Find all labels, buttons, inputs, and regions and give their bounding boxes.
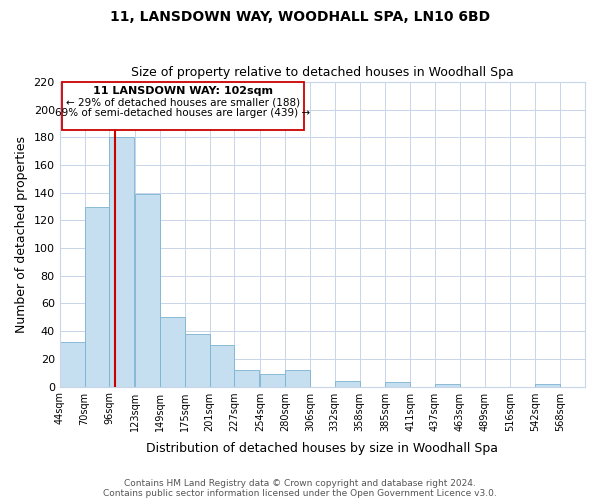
Bar	[260, 374, 285, 386]
Bar	[185, 334, 209, 386]
Bar	[385, 382, 410, 386]
Bar	[285, 370, 310, 386]
FancyBboxPatch shape	[62, 82, 304, 130]
Bar	[335, 381, 359, 386]
Bar	[160, 318, 185, 386]
Bar	[85, 206, 109, 386]
Bar	[135, 194, 160, 386]
Text: 69% of semi-detached houses are larger (439) →: 69% of semi-detached houses are larger (…	[55, 108, 310, 118]
Text: Contains HM Land Registry data © Crown copyright and database right 2024.: Contains HM Land Registry data © Crown c…	[124, 478, 476, 488]
Bar	[435, 384, 460, 386]
Bar	[235, 370, 259, 386]
Text: Contains public sector information licensed under the Open Government Licence v3: Contains public sector information licen…	[103, 488, 497, 498]
Text: ← 29% of detached houses are smaller (188): ← 29% of detached houses are smaller (18…	[66, 98, 300, 108]
X-axis label: Distribution of detached houses by size in Woodhall Spa: Distribution of detached houses by size …	[146, 442, 499, 455]
Bar	[535, 384, 560, 386]
Y-axis label: Number of detached properties: Number of detached properties	[15, 136, 28, 333]
Title: Size of property relative to detached houses in Woodhall Spa: Size of property relative to detached ho…	[131, 66, 514, 80]
Bar	[109, 138, 134, 386]
Text: 11, LANSDOWN WAY, WOODHALL SPA, LN10 6BD: 11, LANSDOWN WAY, WOODHALL SPA, LN10 6BD	[110, 10, 490, 24]
Bar	[59, 342, 85, 386]
Bar	[209, 345, 235, 387]
Text: 11 LANSDOWN WAY: 102sqm: 11 LANSDOWN WAY: 102sqm	[93, 86, 273, 96]
